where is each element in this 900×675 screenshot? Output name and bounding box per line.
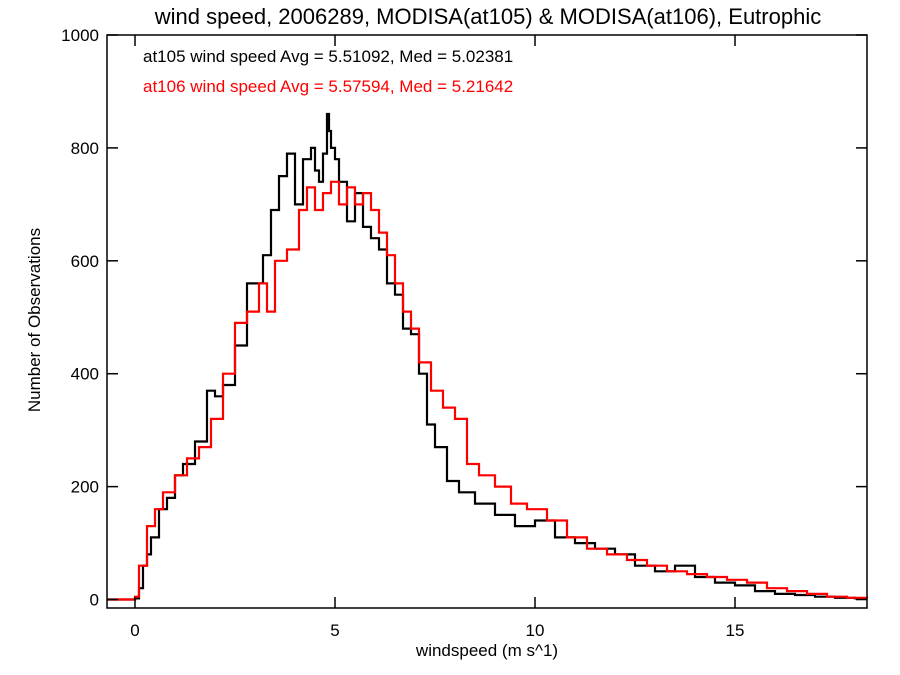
y-tick-label: 400 xyxy=(71,365,99,384)
y-tick-label: 800 xyxy=(71,139,99,158)
y-axis: 0 200 400 600 800 1000 xyxy=(61,26,867,610)
chart-title: wind speed, 2006289, MODISA(at105) & MOD… xyxy=(154,4,821,29)
annotation-at106: at106 wind speed Avg = 5.57594, Med = 5.… xyxy=(143,77,513,96)
y-tick-label: 600 xyxy=(71,252,99,271)
series-line-0 xyxy=(107,112,867,601)
y-tick-label: 0 xyxy=(90,591,99,610)
y-tick-label: 200 xyxy=(71,478,99,497)
x-tick-label: 5 xyxy=(330,621,339,640)
x-tick-label: 0 xyxy=(130,621,139,640)
series-line-1 xyxy=(107,180,869,601)
series-layer xyxy=(107,112,869,601)
x-axis: 0 5 10 15 xyxy=(130,35,744,640)
y-tick-label: 1000 xyxy=(61,26,99,45)
x-tick-label: 10 xyxy=(526,621,545,640)
annotation-at105: at105 wind speed Avg = 5.51092, Med = 5.… xyxy=(143,47,513,66)
x-tick-label: 15 xyxy=(726,621,745,640)
plot-frame xyxy=(106,34,868,609)
x-axis-label: windspeed (m s^1) xyxy=(415,641,558,660)
y-axis-label: Number of Observations xyxy=(25,228,44,412)
